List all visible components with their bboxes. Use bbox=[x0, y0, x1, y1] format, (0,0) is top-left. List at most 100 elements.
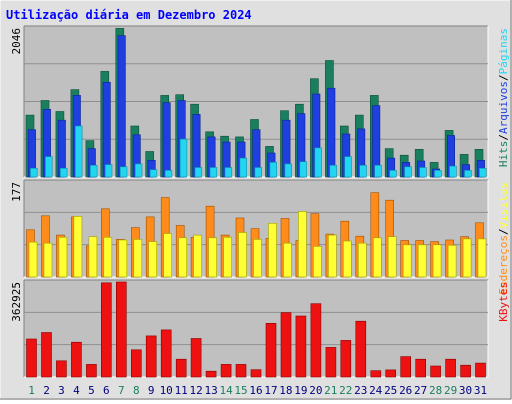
bar-pages-day-30 bbox=[464, 170, 472, 178]
chart-title: Utilização diária em Dezembro 2024 bbox=[6, 8, 252, 22]
bar-kbytes-day-31 bbox=[475, 362, 486, 378]
bar-visits-day-3 bbox=[58, 237, 68, 278]
bar-pages-day-20 bbox=[314, 147, 322, 178]
bar-kbytes-day-28 bbox=[430, 365, 441, 378]
legend-item: KBytes bbox=[497, 282, 510, 322]
legend-item: Arquivos bbox=[497, 81, 510, 134]
bar-kbytes-day-21 bbox=[325, 347, 337, 378]
legend-item: Hits bbox=[497, 141, 510, 168]
bar-pages-day-13 bbox=[209, 167, 218, 178]
x-tick-label-day-3: 3 bbox=[58, 384, 65, 397]
series-pages bbox=[30, 125, 487, 178]
bar-visits-day-20 bbox=[313, 246, 322, 278]
bar-visits-day-6 bbox=[103, 237, 113, 278]
bar-visits-day-31 bbox=[477, 238, 487, 278]
bar-files-day-10 bbox=[162, 102, 171, 178]
legend-separator: / bbox=[497, 228, 510, 235]
bar-files-day-21 bbox=[327, 87, 336, 178]
x-tick-label-day-25: 25 bbox=[384, 384, 397, 397]
bar-kbytes-day-1 bbox=[26, 338, 37, 378]
bar-pages-day-11 bbox=[179, 138, 188, 178]
x-tick-label-day-12: 12 bbox=[189, 384, 202, 397]
bar-visits-day-1 bbox=[28, 241, 38, 278]
x-tick-label-day-18: 18 bbox=[279, 384, 292, 397]
bar-pages-day-22 bbox=[344, 156, 352, 178]
bar-visits-day-26 bbox=[402, 244, 412, 278]
legend-item: Visitas bbox=[497, 182, 510, 228]
bar-pages-day-7 bbox=[119, 166, 128, 178]
x-tick-label-day-19: 19 bbox=[294, 384, 307, 397]
bar-pages-day-28 bbox=[434, 170, 442, 178]
bar-pages-day-23 bbox=[359, 165, 367, 178]
bar-kbytes-day-16 bbox=[250, 369, 262, 378]
bar-kbytes-day-11 bbox=[175, 358, 187, 378]
bar-visits-day-27 bbox=[417, 244, 427, 278]
y-axis-max-label: 177 bbox=[10, 182, 23, 202]
bar-visits-day-10 bbox=[163, 233, 172, 278]
x-tick-label-day-22: 22 bbox=[339, 384, 352, 397]
x-tick-label-day-5: 5 bbox=[88, 384, 95, 397]
x-tick-label-day-24: 24 bbox=[369, 384, 383, 397]
bar-pages-day-18 bbox=[284, 163, 292, 178]
x-tick-label-day-23: 23 bbox=[354, 384, 367, 397]
bar-visits-day-2 bbox=[43, 242, 53, 278]
bar-kbytes-day-23 bbox=[355, 320, 367, 378]
x-tick-label-day-13: 13 bbox=[204, 384, 217, 397]
x-tick-label-day-20: 20 bbox=[309, 384, 322, 397]
bar-visits-day-15 bbox=[238, 232, 247, 278]
bar-kbytes-day-7 bbox=[116, 281, 127, 378]
bar-kbytes-day-3 bbox=[56, 360, 67, 378]
bar-visits-day-13 bbox=[208, 237, 217, 278]
panel-3: 362925 KBytes bbox=[10, 279, 510, 378]
bar-kbytes-day-29 bbox=[445, 358, 456, 378]
bar-kbytes-day-18 bbox=[280, 312, 292, 378]
bar-kbytes-day-6 bbox=[101, 282, 112, 378]
bar-pages-day-14 bbox=[224, 167, 233, 178]
bar-pages-day-8 bbox=[134, 163, 143, 178]
bar-visits-day-11 bbox=[178, 237, 187, 278]
legend-separator: / bbox=[497, 74, 510, 81]
x-tick-label-day-11: 11 bbox=[175, 384, 188, 397]
x-tick-label-day-6: 6 bbox=[103, 384, 110, 397]
x-axis-labels: 1 2 3 4 5 6 7 8 9 10 11 12 13 14 15 16 17 18 19 20 21 22 23 24 2… bbox=[28, 384, 487, 397]
bar-visits-day-29 bbox=[447, 245, 457, 278]
legend: KBytes bbox=[497, 282, 510, 322]
bar-pages-day-3 bbox=[59, 168, 68, 178]
bar-visits-day-21 bbox=[328, 234, 337, 278]
bar-pages-day-15 bbox=[239, 157, 247, 178]
y-axis-max-label: 362925 bbox=[10, 282, 23, 322]
x-tick-label-day-15: 15 bbox=[234, 384, 247, 397]
panels-layer: 2046Hits/Arquivos/Páginas177Endereços/Vi… bbox=[10, 25, 510, 378]
bar-pages-day-31 bbox=[479, 168, 487, 178]
bar-pages-day-26 bbox=[404, 166, 412, 178]
series-kbytes bbox=[26, 281, 486, 378]
bar-kbytes-day-15 bbox=[235, 364, 247, 378]
bar-pages-day-5 bbox=[90, 165, 98, 178]
y-axis-max-label: 2046 bbox=[10, 28, 23, 55]
bar-visits-day-18 bbox=[283, 242, 292, 278]
bar-pages-day-16 bbox=[254, 167, 262, 178]
x-tick-label-day-16: 16 bbox=[249, 384, 262, 397]
x-tick-label-day-26: 26 bbox=[399, 384, 412, 397]
bar-visits-day-19 bbox=[298, 211, 307, 278]
x-tick-label-day-29: 29 bbox=[444, 384, 457, 397]
x-tick-label-day-31: 31 bbox=[474, 384, 487, 397]
bar-visits-day-4 bbox=[73, 216, 83, 278]
bar-visits-day-8 bbox=[133, 239, 143, 278]
legend-item: Páginas bbox=[497, 28, 510, 74]
bar-pages-day-25 bbox=[389, 170, 397, 178]
x-tick-label-day-1: 1 bbox=[28, 384, 35, 397]
bar-visits-day-17 bbox=[268, 223, 277, 278]
bar-visits-day-9 bbox=[148, 241, 157, 278]
x-tick-label-day-8: 8 bbox=[133, 384, 140, 397]
bar-kbytes-day-2 bbox=[41, 332, 52, 378]
bar-kbytes-day-26 bbox=[400, 356, 412, 378]
bar-kbytes-day-5 bbox=[86, 364, 97, 378]
bar-kbytes-day-27 bbox=[415, 358, 427, 378]
legend: Endereços/Visitas bbox=[497, 182, 510, 295]
bar-pages-day-4 bbox=[75, 125, 83, 178]
bar-visits-day-16 bbox=[253, 239, 262, 278]
